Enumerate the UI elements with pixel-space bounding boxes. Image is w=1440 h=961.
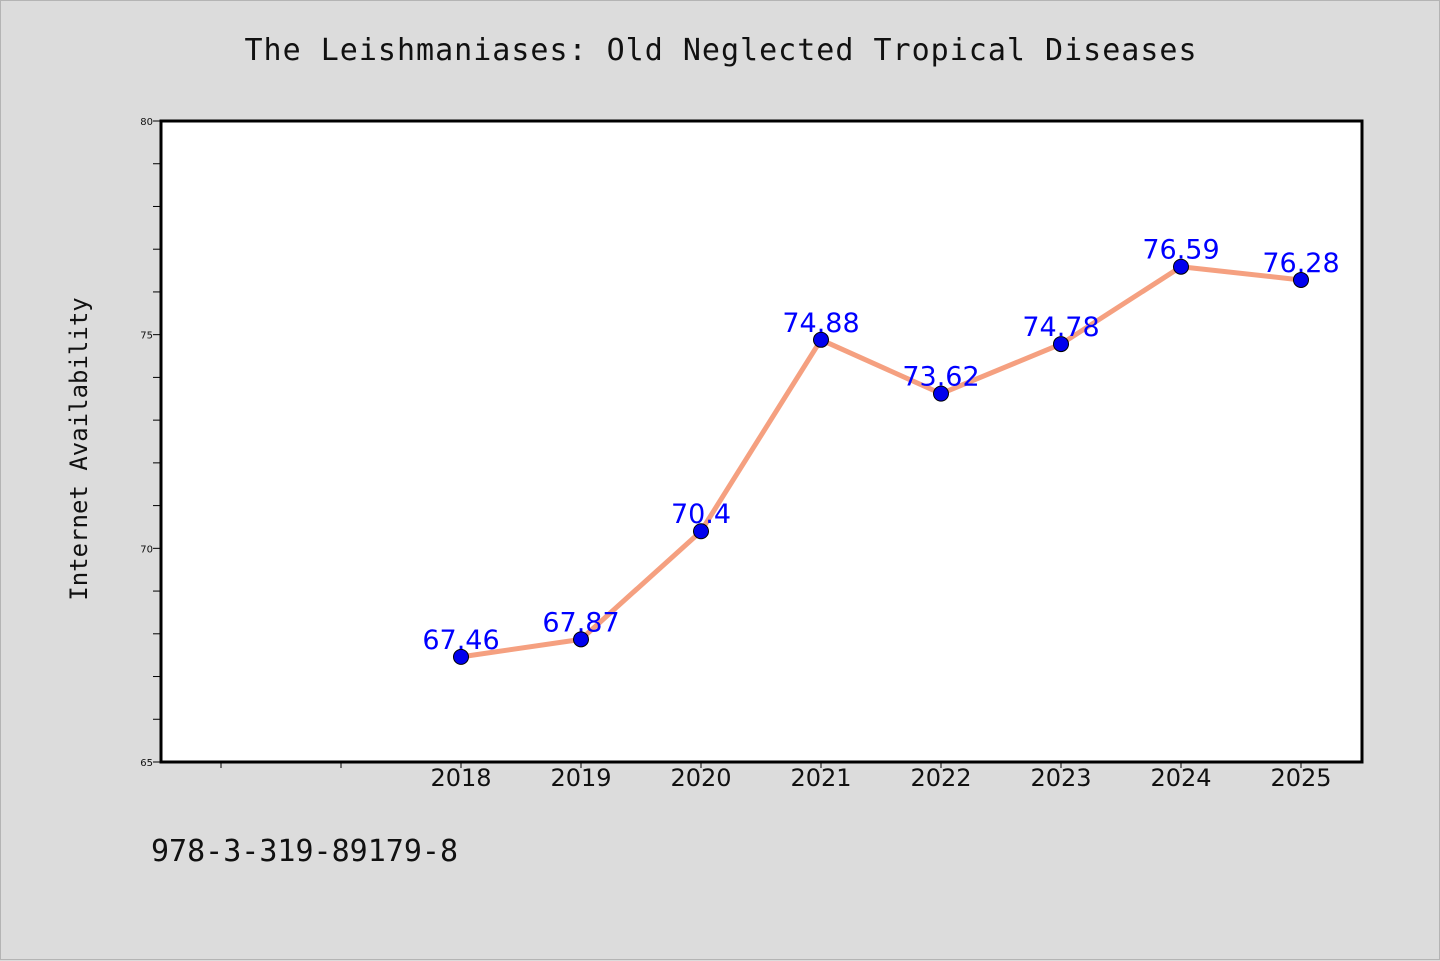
x-tick-label: 2023: [1030, 764, 1091, 792]
isbn-label: 978-3-319-89179-8: [151, 834, 459, 869]
x-axis: 2018 2019 2020 2021 2022 2023 2024 2025: [220, 762, 1332, 792]
plot-area: [159, 119, 1364, 764]
data-point: [1173, 258, 1189, 275]
data-label: 76.28: [1262, 248, 1339, 279]
y-axis-label: Internet Availability: [65, 297, 93, 600]
y-axis: 65 70 75 80: [140, 117, 161, 769]
data-label: 76.59: [1142, 235, 1219, 266]
data-label: 67.87: [542, 607, 619, 638]
series-group: 67.46 67.87 70.4 74.88 73.62 74.78 76.59 76.28: [422, 235, 1340, 665]
data-label: 74.88: [782, 308, 859, 339]
x-tick-label: 2020: [670, 764, 731, 792]
x-tick-label: 2022: [910, 764, 971, 792]
data-point: [573, 631, 589, 648]
data-label: 74.78: [1022, 312, 1099, 343]
chart-title: The Leishmaniases: Old Neglected Tropica…: [244, 33, 1198, 68]
data-point: [1293, 271, 1309, 288]
x-tick-label: 2019: [550, 764, 611, 792]
x-tick-label: 2018: [430, 764, 491, 792]
x-tick-label: 2025: [1270, 764, 1331, 792]
x-tick-label: 2021: [790, 764, 851, 792]
y-tick-label: 70: [140, 544, 153, 555]
series-line: [458, 264, 1304, 660]
y-tick-label: 75: [140, 331, 153, 342]
data-point: [813, 331, 829, 348]
y-tick-label: 65: [140, 758, 153, 769]
data-point: [693, 523, 709, 540]
x-tick-label: 2024: [1150, 764, 1211, 792]
y-tick-label: 80: [140, 117, 153, 128]
data-label: 67.46: [422, 625, 499, 656]
data-point: [453, 648, 469, 665]
data-label: 70.4: [671, 499, 731, 530]
data-point: [1053, 336, 1069, 353]
data-point: [933, 385, 949, 402]
data-label: 73.62: [902, 362, 979, 393]
